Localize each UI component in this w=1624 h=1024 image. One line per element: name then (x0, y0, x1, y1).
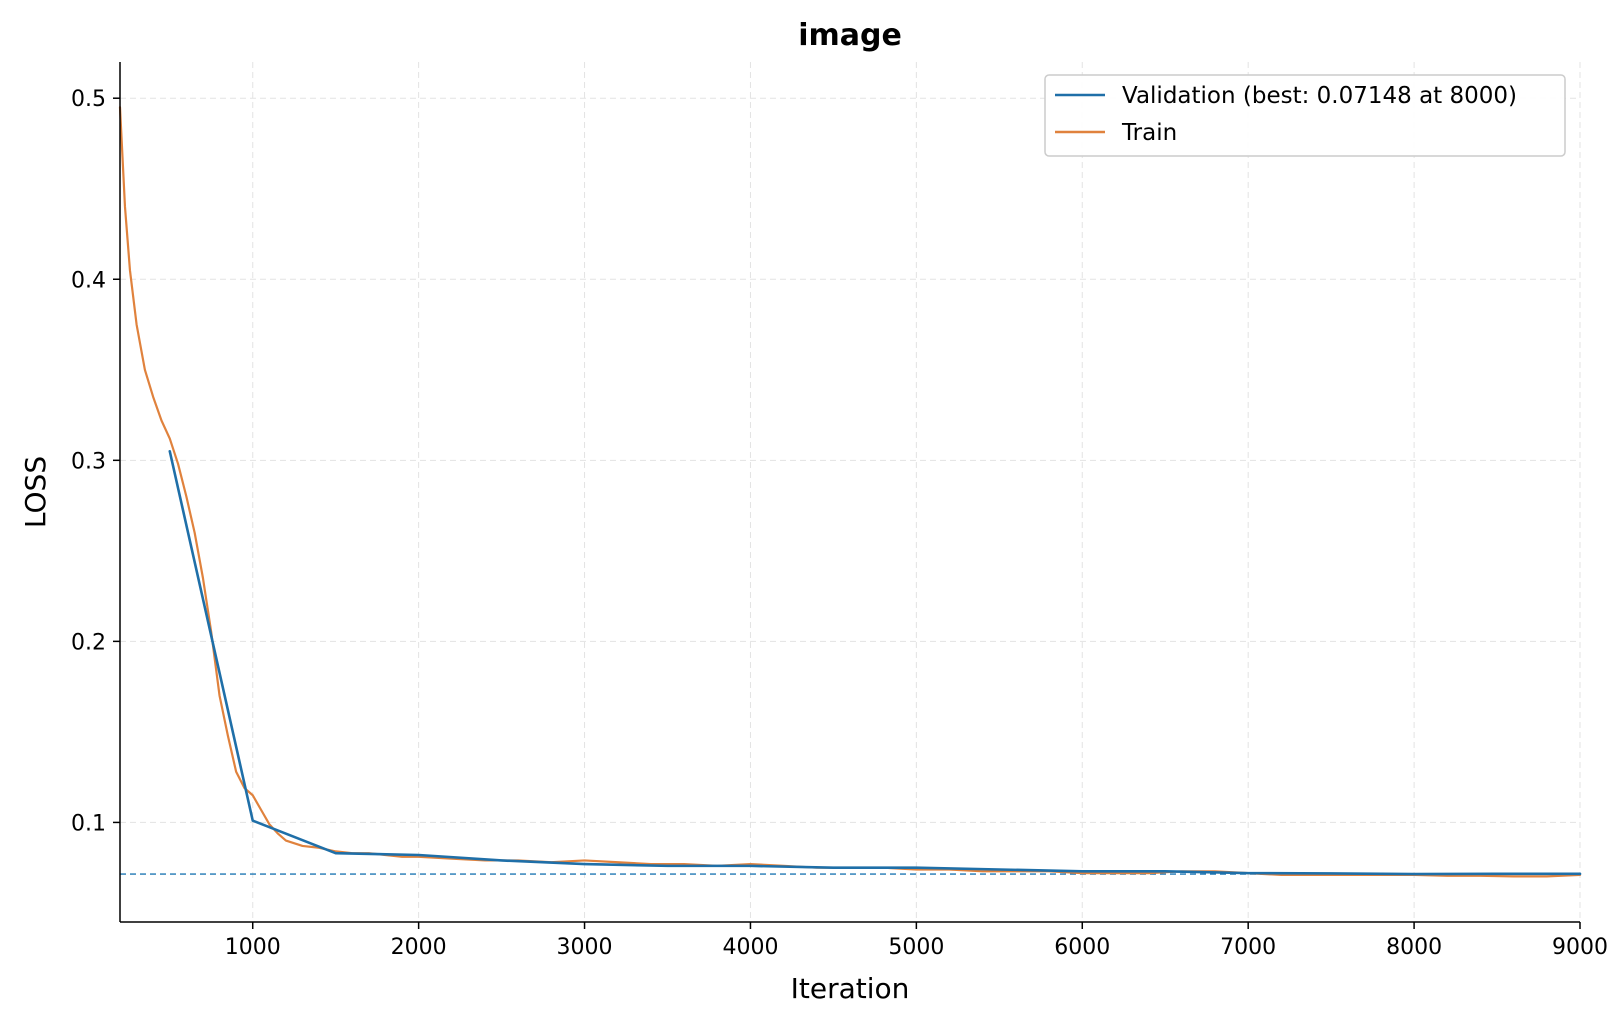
legend-box (1044, 74, 1566, 157)
axes (119, 62, 1580, 923)
y-tick-label: 0.5 (71, 87, 106, 112)
validation-series-line (168, 449, 1582, 876)
series-group (118, 106, 1582, 878)
legend-label-validation: Validation (best: 0.07148 at 8000) (1122, 83, 1517, 109)
y-tick-label: 0.3 (71, 449, 106, 474)
ticks: 1000 2000 3000 4000 5000 6000 7000 8000 9000 0.1 0… (71, 87, 1608, 960)
x-tick-label: 9000 (1552, 935, 1608, 960)
x-tick-label: 8000 (1386, 935, 1442, 960)
train-series-line (118, 106, 1582, 878)
y-tick-label: 0.4 (71, 268, 106, 293)
legend-label-train: Train (1121, 120, 1177, 146)
x-axis-label: Iteration (791, 972, 910, 1005)
x-tick-label: 1000 (225, 935, 281, 960)
x-tick-label: 7000 (1220, 935, 1276, 960)
grid (120, 62, 1581, 922)
y-axis-label: LOSS (19, 456, 52, 528)
x-tick-label: 6000 (1054, 935, 1110, 960)
x-tick-label: 3000 (557, 935, 613, 960)
x-tick-label: 5000 (888, 935, 944, 960)
legend: Validation (best: 0.07148 at 8000) Train (1044, 74, 1566, 157)
chart-title: image (798, 18, 902, 53)
y-tick-label: 0.1 (71, 811, 106, 836)
x-tick-label: 2000 (391, 935, 447, 960)
x-tick-label: 4000 (722, 935, 778, 960)
y-tick-label: 0.2 (71, 630, 106, 655)
